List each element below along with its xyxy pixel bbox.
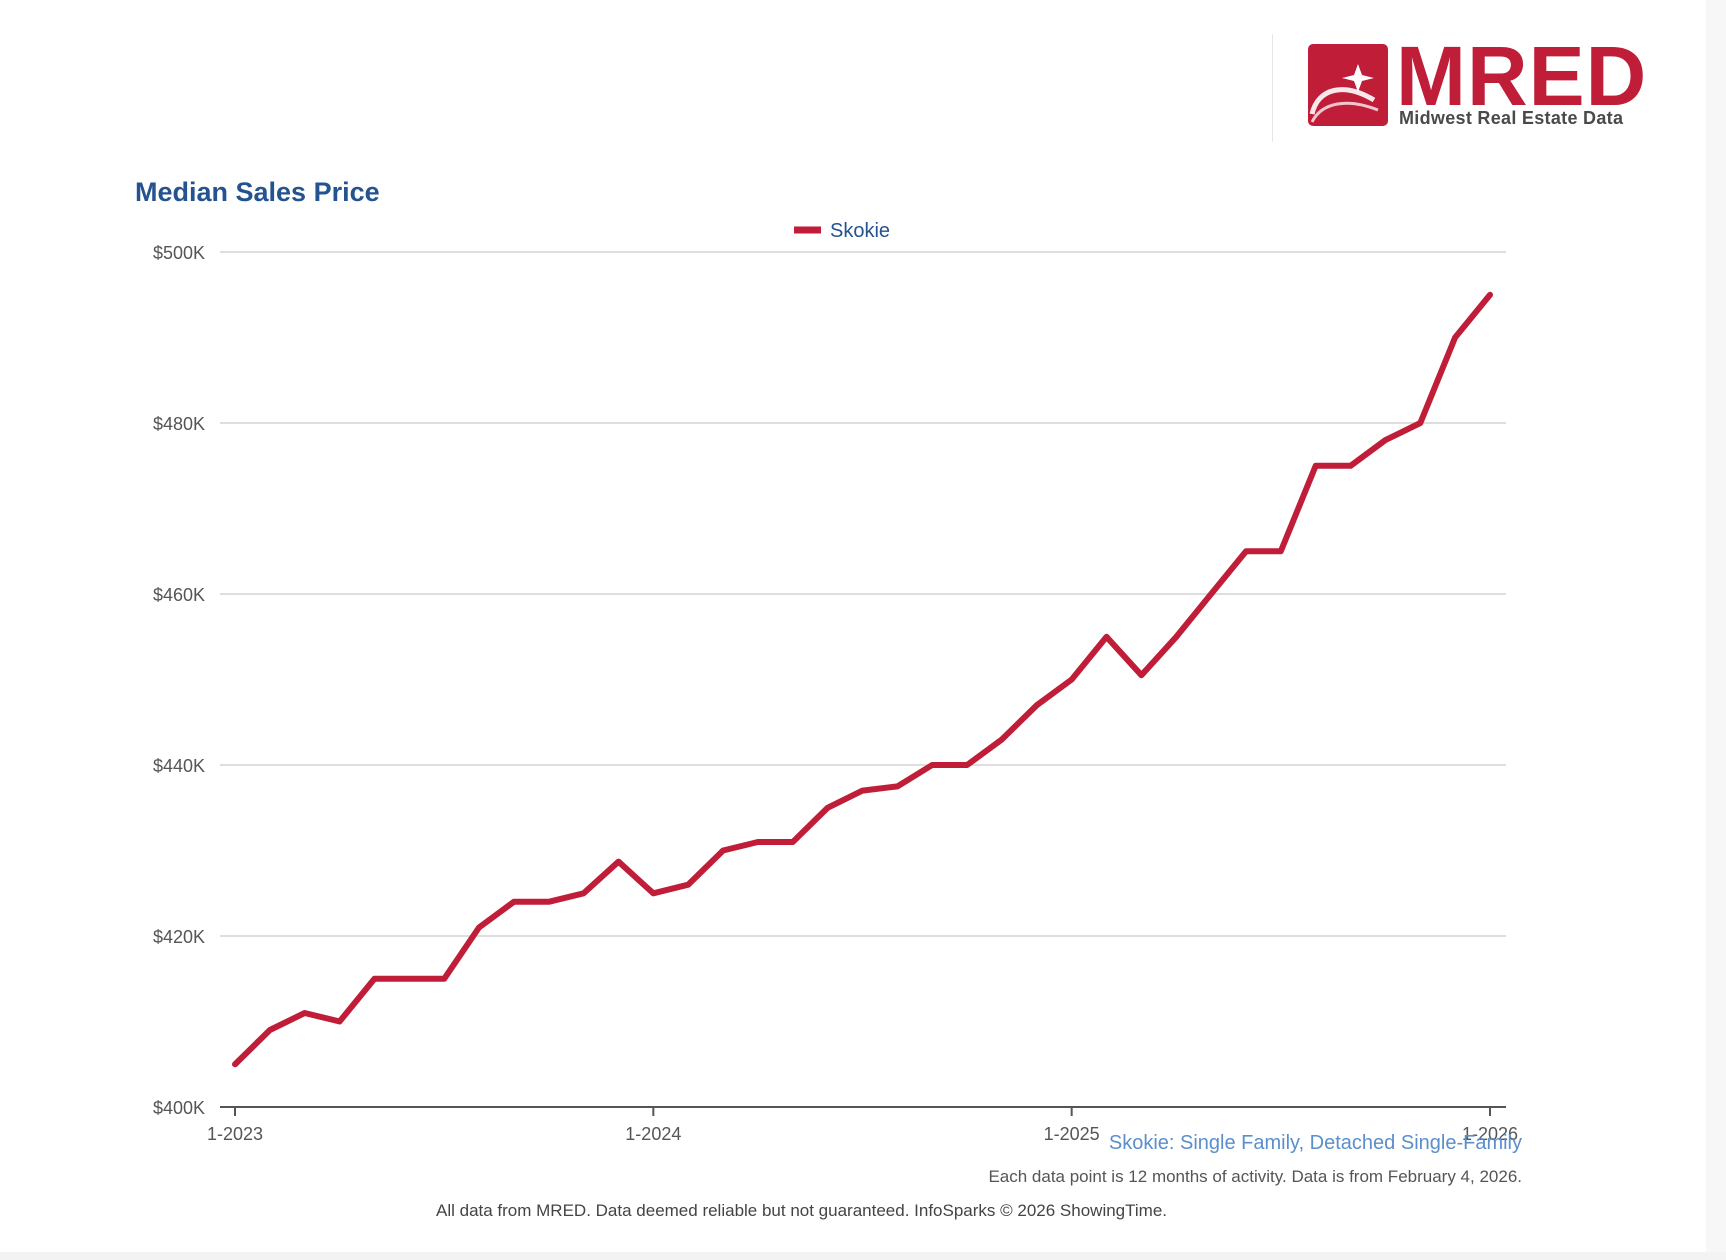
y-tick-label: $400K bbox=[153, 1098, 205, 1118]
x-tick-label: 1-2025 bbox=[1044, 1124, 1100, 1144]
legend: Skokie bbox=[794, 220, 890, 242]
logo-subtitle: Midwest Real Estate Data bbox=[1399, 108, 1624, 128]
mred-logo: MRED Midwest Real Estate Data bbox=[1300, 34, 1660, 135]
data-note: Each data point is 12 months of activity… bbox=[988, 1167, 1522, 1186]
y-tick-label: $460K bbox=[153, 585, 205, 605]
y-tick-label: $420K bbox=[153, 927, 205, 947]
y-tick-label: $480K bbox=[153, 414, 205, 434]
x-tick-label: 1-2026 bbox=[1462, 1124, 1518, 1144]
page-edge-bottom bbox=[0, 1252, 1726, 1260]
x-tick-label: 1-2023 bbox=[207, 1124, 263, 1144]
source-disclaimer: All data from MRED. Data deemed reliable… bbox=[436, 1201, 1168, 1220]
y-tick-label: $440K bbox=[153, 756, 205, 776]
logo-wordmark: MRED bbox=[1396, 29, 1648, 123]
x-axis: 1-2023 1-2024 1-2025 1-2026 bbox=[207, 1106, 1518, 1144]
page-edge bbox=[1706, 0, 1726, 1260]
series-description: Skokie: Single Family, Detached Single-F… bbox=[1108, 1132, 1522, 1154]
y-tick-label: $500K bbox=[153, 243, 205, 263]
legend-label: Skokie bbox=[830, 220, 890, 242]
series-line-skokie bbox=[232, 291, 1493, 1068]
y-axis-ticks: $400K $420K $440K $460K $480K $500K bbox=[153, 243, 205, 1118]
starburst-logo-icon bbox=[1308, 44, 1388, 126]
series bbox=[232, 291, 1493, 1068]
logo-divider bbox=[1272, 34, 1273, 142]
chart-title: Median Sales Price bbox=[135, 177, 380, 207]
x-tick-label: 1-2024 bbox=[625, 1124, 681, 1144]
gridlines bbox=[220, 251, 1506, 937]
